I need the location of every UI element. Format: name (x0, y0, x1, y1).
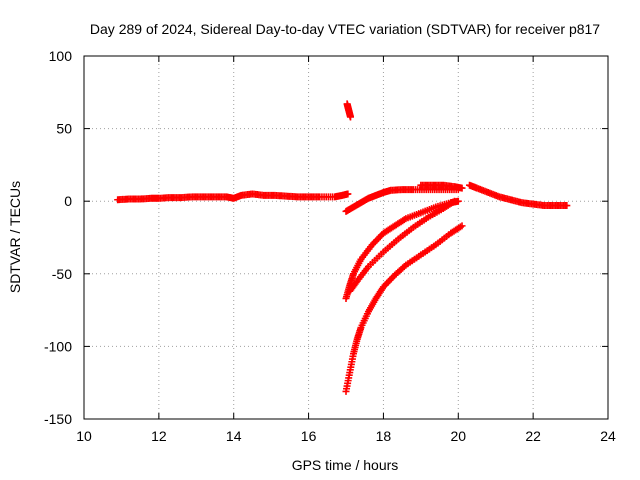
y-tick-label: -150 (44, 411, 72, 427)
tick-labels: 10 12 14 16 18 20 22 24 -150 -100 -50 0 50 100 (44, 48, 616, 444)
data-point (451, 197, 459, 205)
plot-frame (83, 55, 609, 420)
y-tick-label: 50 (56, 121, 72, 137)
y-axis-label: SDTVAR / TECUs (7, 181, 23, 293)
data-point (346, 113, 354, 121)
x-tick-label: 16 (301, 428, 317, 444)
x-tick-label: 24 (600, 428, 616, 444)
chart-title: Day 289 of 2024, Sidereal Day-to-day VTE… (90, 21, 600, 37)
data-point (563, 202, 571, 210)
x-axis-label: GPS time / hours (292, 457, 399, 473)
data-point (344, 190, 352, 198)
y-tick-label: -50 (52, 266, 72, 282)
x-tick-label: 18 (376, 428, 392, 444)
x-tick-label: 20 (450, 428, 466, 444)
x-tick-label: 12 (151, 428, 167, 444)
y-tick-label: -100 (44, 338, 72, 354)
data-point (458, 222, 466, 230)
axis-ticks (83, 55, 609, 420)
y-tick-label: 100 (49, 48, 73, 64)
x-tick-label: 22 (525, 428, 541, 444)
x-tick-label: 10 (76, 428, 92, 444)
x-tick-label: 14 (226, 428, 242, 444)
data-point (458, 184, 466, 192)
data-point (352, 279, 360, 287)
data-points (114, 100, 571, 395)
y-tick-label: 0 (64, 193, 72, 209)
